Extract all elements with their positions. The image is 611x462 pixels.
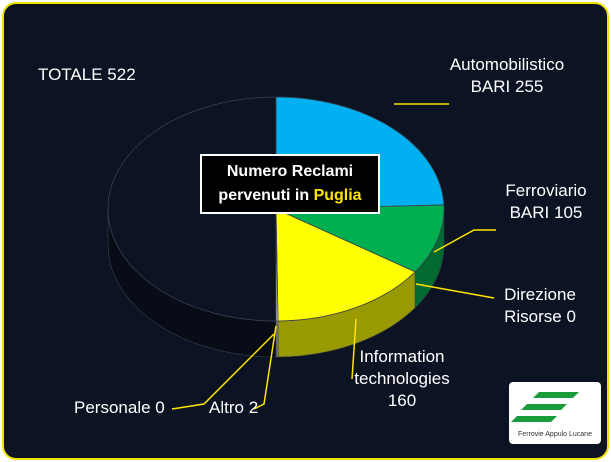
label-name: Direzione Risorse [504,285,576,326]
label-name: Automobilistico BARI [449,55,565,96]
leader-line [351,318,357,380]
pie-slice [107,96,277,322]
leader-line [253,325,277,410]
data-label: TOTALE 522 [38,64,136,86]
logo-icon [511,392,579,422]
pie-chart [107,96,496,410]
title-text: Numero Reclami [226,163,354,180]
label-value: 0 [566,307,576,326]
label-value: 255 [515,77,544,96]
label-name: Information technologies [354,347,450,388]
label-value: 160 [387,391,417,410]
label-value: 105 [554,203,583,222]
label-value: 0 [155,398,165,417]
pie-slice [275,208,416,322]
title-highlight: Puglia [313,187,362,204]
chart-title: Numero Reclami pervenuti in Puglia [200,154,380,214]
title-text: pervenuti in [218,187,310,204]
label-name: Personale [74,398,151,417]
label-value: 522 [107,65,136,84]
label-name: Ferroviario BARI [505,181,587,222]
data-label: Personale 0 [74,397,165,419]
leader-line [433,229,496,253]
leader-lines [171,103,496,410]
data-label: Information technologies 160 [342,346,462,412]
logo: Ferrovie Appulo Lucane [509,382,601,444]
leader-line [171,333,275,410]
label-value: 2 [248,398,259,417]
label-name: Altro [209,398,244,417]
pie-slice [275,204,445,273]
data-label: Direzione Risorse 0 [490,284,590,328]
leader-line [415,283,495,299]
data-label: Automobilistico BARI 255 [448,54,566,98]
pie [107,96,445,358]
data-label: Ferroviario BARI 105 [490,180,602,224]
logo-text: Ferrovie Appulo Lucane [518,431,592,438]
data-label: Altro 2 [209,397,258,419]
label-name: TOTALE [38,65,103,84]
